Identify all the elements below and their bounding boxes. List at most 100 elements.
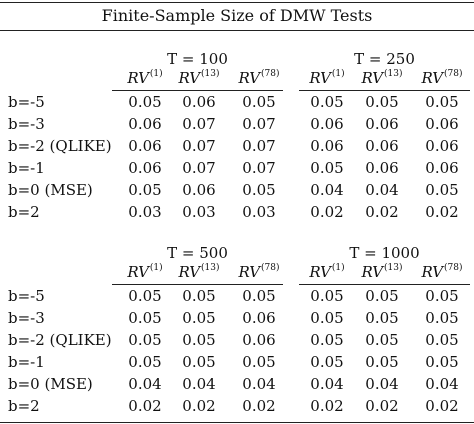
table-cell: 0.03: [173, 203, 225, 221]
table-cell: 0.06: [119, 159, 171, 177]
table-cell: 0.05: [301, 331, 353, 349]
group-rule: [112, 284, 283, 285]
table-cell: 0.05: [416, 309, 468, 327]
group-header: T = 100: [112, 50, 283, 68]
column-header: RV(13): [352, 263, 412, 281]
row-label: b=-3: [8, 309, 45, 327]
table-cell: 0.06: [233, 331, 285, 349]
table-cell: 0.06: [416, 137, 468, 155]
group-header: T = 250: [299, 50, 470, 68]
table-cell: 0.05: [119, 93, 171, 111]
table-cell: 0.07: [233, 115, 285, 133]
table-cell: 0.05: [416, 181, 468, 199]
table-cell: 0.02: [301, 203, 353, 221]
table-cell: 0.04: [416, 375, 468, 393]
table-cell: 0.05: [416, 353, 468, 371]
group-header: T = 1000: [299, 244, 470, 262]
table-cell: 0.05: [301, 93, 353, 111]
table-cell: 0.05: [119, 353, 171, 371]
table-cell: 0.05: [301, 159, 353, 177]
column-header: RV(1): [297, 69, 357, 87]
group-rule: [299, 90, 470, 91]
table-cell: 0.05: [356, 331, 408, 349]
table-cell: 0.02: [233, 397, 285, 415]
table-cell: 0.05: [233, 93, 285, 111]
table-cell: 0.05: [173, 287, 225, 305]
row-label: b=-1: [8, 159, 45, 177]
table-cell: 0.07: [173, 159, 225, 177]
row-label: b=0 (MSE): [8, 375, 93, 393]
column-header: RV(13): [169, 263, 229, 281]
table-cell: 0.05: [416, 287, 468, 305]
table-cell: 0.05: [233, 353, 285, 371]
table-cell: 0.06: [173, 93, 225, 111]
table-cell: 0.05: [119, 287, 171, 305]
column-header: RV(1): [297, 263, 357, 281]
table-cell: 0.05: [356, 309, 408, 327]
table-cell: 0.06: [233, 309, 285, 327]
table-cell: 0.07: [233, 159, 285, 177]
table-cell: 0.02: [301, 397, 353, 415]
table-cell: 0.07: [173, 115, 225, 133]
table-cell: 0.07: [173, 137, 225, 155]
table-cell: 0.05: [119, 309, 171, 327]
table-cell: 0.06: [416, 159, 468, 177]
table-cell: 0.02: [356, 397, 408, 415]
column-header: RV(78): [412, 69, 472, 87]
table-cell: 0.04: [301, 375, 353, 393]
table-cell: 0.02: [416, 203, 468, 221]
column-header: RV(78): [412, 263, 472, 281]
table-cell: 0.06: [356, 115, 408, 133]
table-cell: 0.06: [173, 181, 225, 199]
table-cell: 0.06: [356, 159, 408, 177]
table-cell: 0.02: [119, 397, 171, 415]
column-header: RV(13): [169, 69, 229, 87]
group-rule: [112, 90, 283, 91]
table-cell: 0.05: [301, 287, 353, 305]
table-cell: 0.06: [416, 115, 468, 133]
row-label: b=0 (MSE): [8, 181, 93, 199]
table-cell: 0.05: [416, 331, 468, 349]
table-cell: 0.04: [119, 375, 171, 393]
table-cell: 0.04: [301, 181, 353, 199]
row-label: b=-3: [8, 115, 45, 133]
top-rule: [0, 2, 474, 3]
table-cell: 0.06: [301, 137, 353, 155]
table-cell: 0.04: [233, 375, 285, 393]
table-cell: 0.05: [356, 287, 408, 305]
column-header: RV(1): [115, 69, 175, 87]
row-label: b=-1: [8, 353, 45, 371]
row-label: b=2: [8, 203, 40, 221]
table-cell: 0.05: [119, 181, 171, 199]
table-cell: 0.05: [301, 353, 353, 371]
table-cell: 0.05: [119, 331, 171, 349]
column-header: RV(78): [229, 69, 289, 87]
row-label: b=-5: [8, 287, 45, 305]
table-cell: 0.02: [173, 397, 225, 415]
table-cell: 0.06: [356, 137, 408, 155]
table-cell: 0.07: [233, 137, 285, 155]
row-label: b=2: [8, 397, 40, 415]
table-cell: 0.04: [356, 375, 408, 393]
table-cell: 0.05: [301, 309, 353, 327]
title-rule: [0, 30, 474, 31]
row-label: b=-2 (QLIKE): [8, 331, 112, 349]
table-cell: 0.05: [173, 331, 225, 349]
bottom-rule: [0, 422, 474, 423]
table-cell: 0.03: [233, 203, 285, 221]
table-cell: 0.05: [356, 353, 408, 371]
table-cell: 0.06: [119, 115, 171, 133]
table-cell: 0.06: [301, 115, 353, 133]
table-cell: 0.04: [173, 375, 225, 393]
table-cell: 0.05: [173, 353, 225, 371]
table-cell: 0.06: [119, 137, 171, 155]
table-cell: 0.05: [233, 287, 285, 305]
table-cell: 0.02: [356, 203, 408, 221]
table-cell: 0.05: [173, 309, 225, 327]
column-header: RV(78): [229, 263, 289, 281]
group-header: T = 500: [112, 244, 283, 262]
table-cell: 0.05: [416, 93, 468, 111]
table-title: Finite-Sample Size of DMW Tests: [0, 6, 474, 25]
table-cell: 0.04: [356, 181, 408, 199]
row-label: b=-2 (QLIKE): [8, 137, 112, 155]
